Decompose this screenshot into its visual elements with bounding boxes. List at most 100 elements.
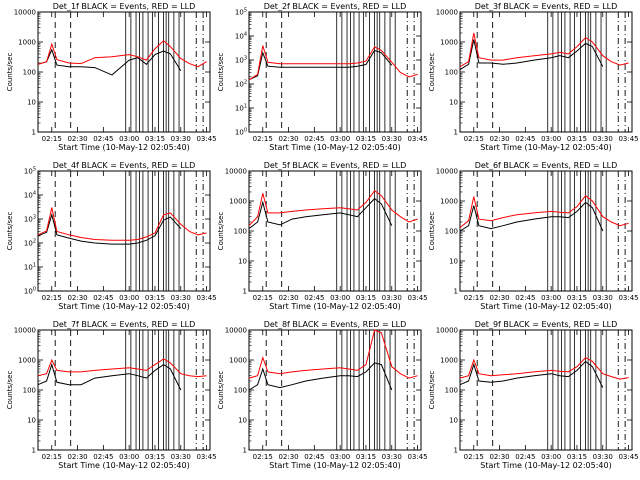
x-tick-label: 02:30 <box>67 453 87 461</box>
x-tick-label: 03:30 <box>593 135 613 143</box>
series-line-events <box>37 362 182 391</box>
x-tick-label: 03:30 <box>593 453 613 461</box>
x-tick-label: 02:30 <box>278 135 298 143</box>
panel-title: Det_6f BLACK = Events, RED = LLD <box>475 161 618 170</box>
x-tick-label: 03:15 <box>356 453 376 461</box>
x-tick-label: 03:00 <box>119 135 139 143</box>
y-axis-label: Counts/sec <box>6 371 14 410</box>
y-axis-label: Counts/sec <box>217 371 225 410</box>
x-axis-label: Start Time (10-May-12 02:05:40) <box>480 143 611 152</box>
series-line-events <box>459 39 604 71</box>
y-tick-label: 10 <box>238 258 247 266</box>
x-tick-label: 03:15 <box>145 294 165 302</box>
y-tick-label: 100 <box>234 387 247 395</box>
y-axis-label: Counts/sec <box>217 53 225 92</box>
x-tick-label: 02:45 <box>304 294 324 302</box>
x-tick-label: 02:30 <box>278 294 298 302</box>
y-tick-label: 100 <box>24 287 36 296</box>
y-tick-label: 100 <box>235 128 247 137</box>
x-axis-label: Start Time (10-May-12 02:05:40) <box>58 143 189 152</box>
series-line-events <box>459 201 604 232</box>
y-tick-label: 105 <box>235 8 247 17</box>
x-tick-label: 02:30 <box>489 135 509 143</box>
series-line-events <box>248 362 393 391</box>
x-tick-label: 03:45 <box>407 453 427 461</box>
y-tick-label: 105 <box>24 167 36 176</box>
y-tick-label: 10000 <box>436 327 458 335</box>
x-tick-label: 03:45 <box>618 294 638 302</box>
y-tick-exponent: 2 <box>33 239 36 245</box>
y-tick-exponent: 1 <box>33 263 36 269</box>
y-tick-exponent: 3 <box>33 215 36 221</box>
plot-frame <box>37 170 211 292</box>
y-axis-label: Counts/sec <box>428 371 436 410</box>
x-tick-label: 02:15 <box>253 294 273 302</box>
x-tick-label: 03:45 <box>407 135 427 143</box>
series-line-lld <box>248 329 418 379</box>
series-line-lld <box>37 40 207 68</box>
y-tick-label: 103 <box>235 56 247 65</box>
y-tick-exponent: 5 <box>244 8 247 14</box>
y-tick-label: 100 <box>23 387 36 395</box>
x-tick-label: 03:00 <box>541 453 561 461</box>
series-line-lld <box>459 356 629 380</box>
y-tick-label: 10 <box>238 417 247 425</box>
x-tick-label: 03:30 <box>382 135 402 143</box>
panel-7: 1 10 100 1000 10000 02:15 02:30 02:45 03:00 03:15… <box>6 320 217 470</box>
x-tick-label: 02:45 <box>515 453 535 461</box>
x-tick-label: 03:30 <box>171 135 191 143</box>
panel-title: Det_7f BLACK = Events, RED = LLD <box>53 320 196 329</box>
series-line-events <box>459 360 604 388</box>
y-tick-exponent: 0 <box>244 128 247 134</box>
series-line-lld <box>37 358 207 378</box>
y-tick-label: 1 <box>454 288 458 296</box>
x-tick-label: 03:45 <box>196 135 216 143</box>
y-tick-label: 10000 <box>14 327 36 335</box>
x-tick-label: 03:00 <box>541 135 561 143</box>
x-tick-label: 03:45 <box>196 294 216 302</box>
panel-1: 1 10 100 1000 10000 02:15 02:30 02:45 03:00 03:15… <box>6 2 217 152</box>
y-tick-label: 100 <box>234 228 247 236</box>
x-tick-label: 02:15 <box>464 453 484 461</box>
series-line-lld <box>459 32 629 68</box>
panel-5: 1 10 100 1000 10000 02:15 02:30 02:45 03:00 03:15… <box>217 161 428 311</box>
x-tick-label: 02:45 <box>93 135 113 143</box>
y-tick-exponent: 5 <box>33 167 36 173</box>
y-tick-label: 101 <box>235 104 247 113</box>
panel-title: Det_9f BLACK = Events, RED = LLD <box>475 320 618 329</box>
series-line-events <box>37 212 182 245</box>
x-tick-label: 02:15 <box>253 135 273 143</box>
y-axis-label: Counts/sec <box>428 212 436 251</box>
x-tick-label: 02:15 <box>464 294 484 302</box>
plot-frame <box>248 11 422 133</box>
x-tick-label: 02:15 <box>42 135 62 143</box>
panel-title: Det_1f BLACK = Events, RED = LLD <box>53 2 196 11</box>
y-tick-exponent: 2 <box>244 80 247 86</box>
y-tick-label: 1 <box>454 447 458 455</box>
x-tick-label: 02:45 <box>304 453 324 461</box>
y-tick-label: 10 <box>449 417 458 425</box>
x-tick-label: 03:15 <box>567 453 587 461</box>
y-axis-label: Counts/sec <box>217 212 225 251</box>
y-tick-label: 10000 <box>225 327 247 335</box>
series-line-lld <box>459 195 629 228</box>
y-tick-label: 100 <box>445 387 458 395</box>
y-axis-label: Counts/sec <box>6 53 14 92</box>
y-tick-label: 1000 <box>440 39 458 47</box>
y-tick-label: 100 <box>445 69 458 77</box>
y-tick-exponent: 4 <box>244 32 247 38</box>
x-axis-label: Start Time (10-May-12 02:05:40) <box>480 461 611 470</box>
y-tick-label: 1 <box>243 288 247 296</box>
panel-title: Det_4f BLACK = Events, RED = LLD <box>53 161 196 170</box>
y-tick-label: 103 <box>24 215 36 224</box>
x-tick-label: 03:45 <box>618 453 638 461</box>
x-tick-label: 02:45 <box>515 135 535 143</box>
panel-9: 1 10 100 1000 10000 02:15 02:30 02:45 03:00 03:15… <box>428 320 639 470</box>
y-tick-label: 100 <box>445 228 458 236</box>
x-tick-label: 02:30 <box>67 294 87 302</box>
y-tick-label: 1 <box>32 129 36 137</box>
x-axis-label: Start Time (10-May-12 02:05:40) <box>480 302 611 311</box>
panel-title: Det_3f BLACK = Events, RED = LLD <box>475 2 618 11</box>
x-tick-label: 03:30 <box>382 453 402 461</box>
y-tick-label: 1000 <box>18 357 36 365</box>
